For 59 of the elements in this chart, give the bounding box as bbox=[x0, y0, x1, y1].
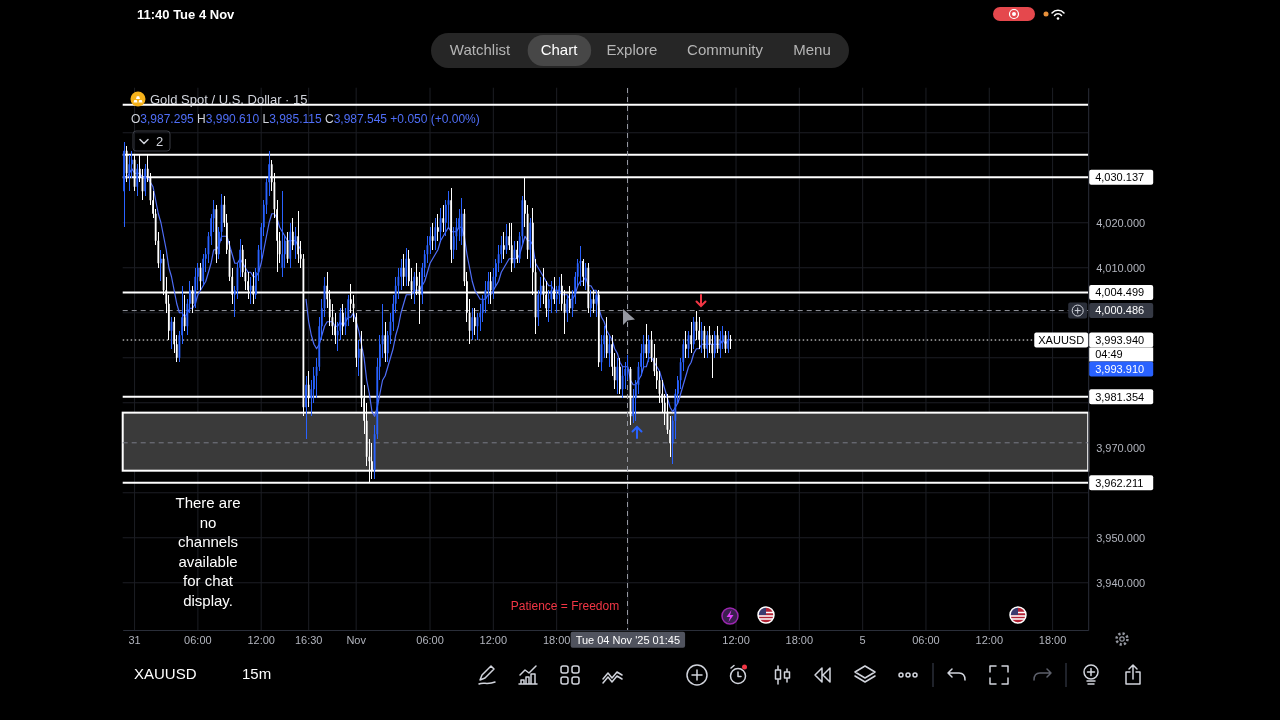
x-tick-label: 18:00 bbox=[785, 633, 814, 646]
candlestick bbox=[516, 240, 518, 264]
text: Chart bbox=[540, 41, 579, 59]
ref-line-label: 3,962.211 bbox=[1095, 476, 1144, 489]
x-tick-label: 06:00 bbox=[184, 633, 212, 646]
x-tick-label: 5 bbox=[859, 633, 866, 646]
text: Community bbox=[687, 41, 764, 59]
x-tick-label: 12:00 bbox=[247, 633, 275, 646]
text: 15m bbox=[242, 665, 272, 683]
ref-line-label: 4,030.137 bbox=[1095, 170, 1145, 183]
candlestick bbox=[703, 325, 706, 359]
y-tick-label: 3,970.000 bbox=[1096, 441, 1146, 454]
x-tick-label: 18:00 bbox=[1038, 633, 1067, 646]
text: 3,993.910 bbox=[1095, 362, 1145, 375]
candlestick bbox=[616, 357, 619, 395]
candlestick bbox=[510, 222, 513, 273]
ref-line-label: 3,981.354 bbox=[1095, 390, 1145, 403]
x-tick-label: 31 bbox=[128, 633, 141, 646]
x-tick-label: 16:30 bbox=[294, 633, 323, 646]
annotation: Patience = Freedom bbox=[510, 599, 620, 614]
x-tick-label: 06:00 bbox=[912, 633, 940, 646]
x-tick-label: 12:00 bbox=[722, 633, 750, 646]
candlestick bbox=[706, 330, 708, 359]
annotation: There are no channels available for chat display. bbox=[175, 494, 241, 609]
ref-line-label: 4,000.486 bbox=[1095, 304, 1145, 317]
text: 11:40 Tue 4 Nov bbox=[137, 6, 236, 22]
candlestick bbox=[582, 258, 584, 287]
y-tick-label: 4,020.000 bbox=[1096, 216, 1146, 229]
annotation: 2 bbox=[156, 133, 164, 149]
x-tick-label: Tue 04 Nov '25 01:45 bbox=[575, 633, 681, 646]
chart-title: Gold Spot / U.S. Dollar · 15 bbox=[150, 91, 308, 107]
candlestick bbox=[160, 249, 162, 282]
candlestick bbox=[305, 375, 307, 440]
candlestick bbox=[648, 334, 650, 363]
candlestick bbox=[342, 303, 344, 336]
candlestick bbox=[281, 190, 284, 278]
x-tick-label: 18:00 bbox=[542, 633, 571, 646]
text: Menu bbox=[793, 41, 831, 59]
text: O3,987.295 H3,990.610 L3,985.115 C3,987.545 +0.050 (+0.00%) bbox=[131, 112, 480, 127]
candlestick bbox=[460, 197, 463, 246]
text: Watchlist bbox=[449, 41, 511, 59]
text: Explore bbox=[606, 41, 658, 59]
text: 04:49 bbox=[1095, 348, 1123, 361]
x-tick-label: Nov bbox=[346, 633, 367, 646]
annotation: XAUUSD bbox=[1038, 333, 1085, 346]
candlestick bbox=[579, 245, 582, 287]
candlestick bbox=[405, 247, 408, 287]
y-tick-label: 4,010.000 bbox=[1096, 261, 1146, 274]
x-tick-label: 12:00 bbox=[479, 633, 508, 646]
candlestick bbox=[437, 213, 439, 242]
y-tick-label: 3,940.000 bbox=[1096, 576, 1146, 589]
candlestick bbox=[714, 330, 716, 359]
candlestick bbox=[619, 357, 621, 395]
x-tick-label: 06:00 bbox=[416, 633, 444, 646]
ref-line-label: 3,993.940 bbox=[1095, 333, 1145, 346]
ref-line-label: 4,004.499 bbox=[1095, 286, 1145, 299]
y-tick-label: 3,950.000 bbox=[1096, 531, 1146, 544]
x-tick-label: 12:00 bbox=[975, 633, 1004, 646]
text: XAUUSD bbox=[134, 665, 197, 683]
